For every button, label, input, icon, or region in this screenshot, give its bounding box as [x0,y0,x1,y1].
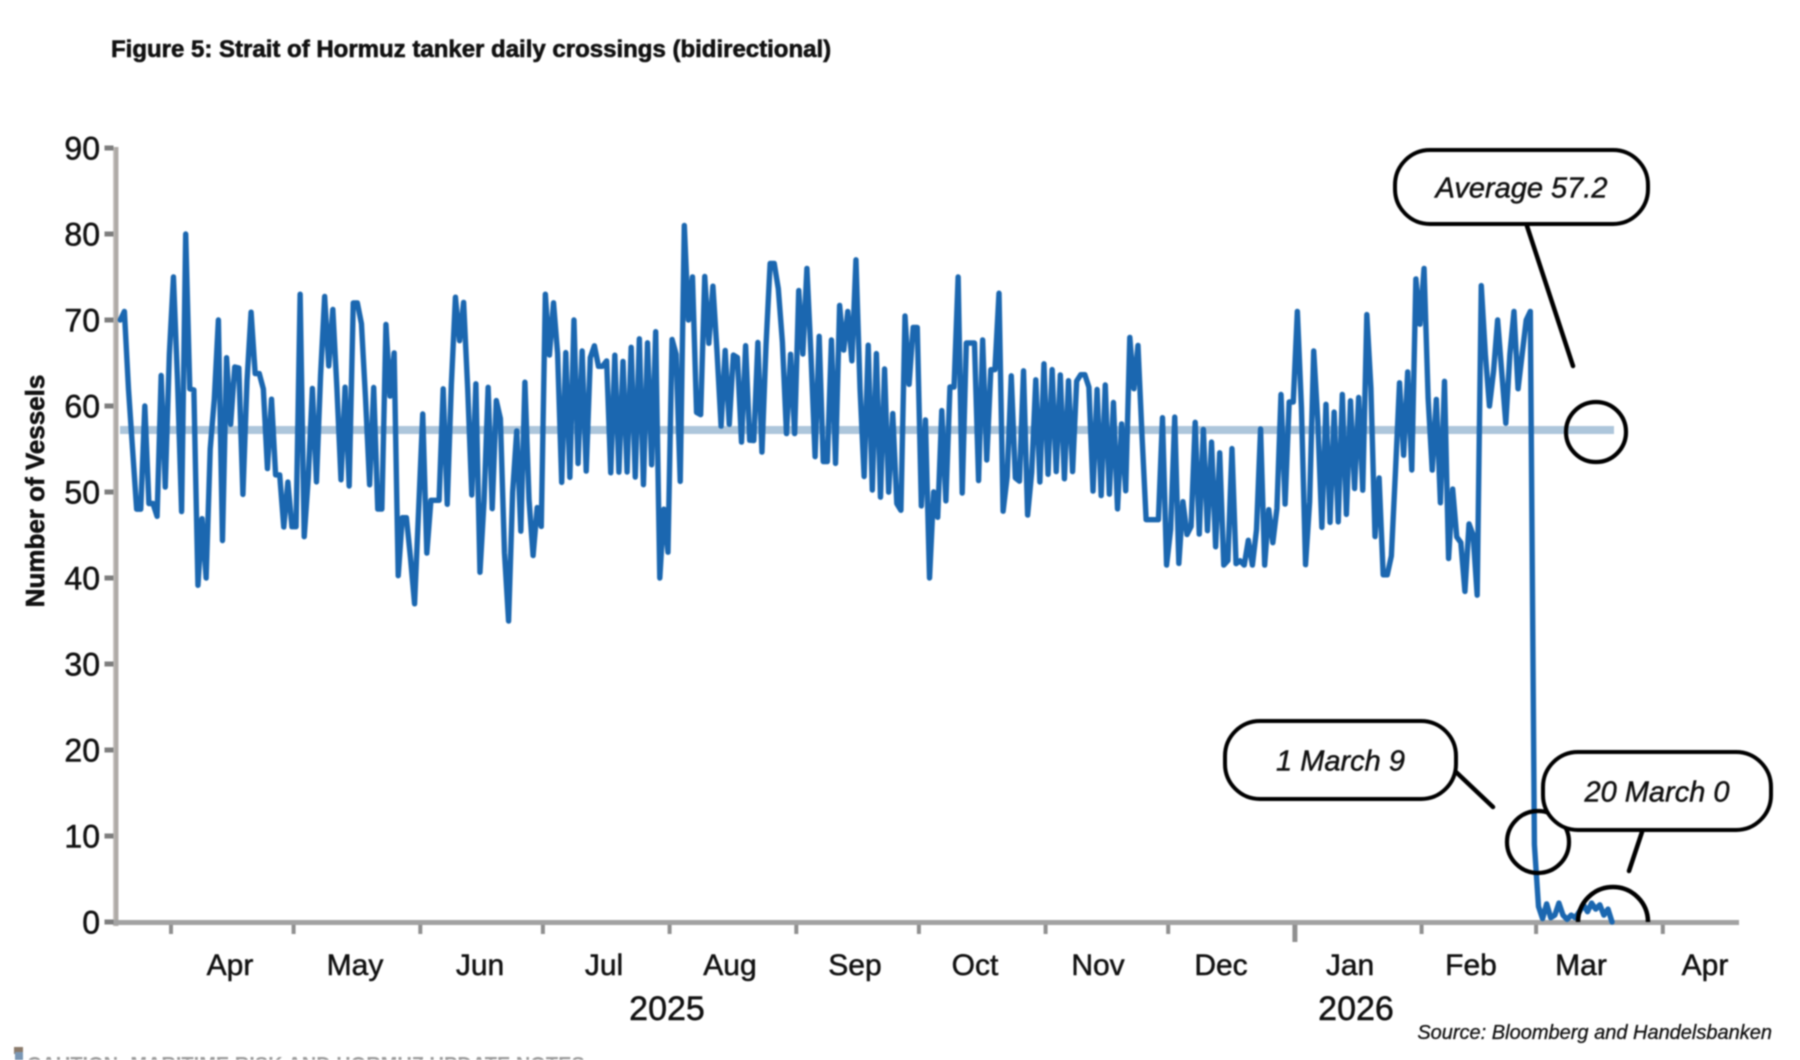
svg-text:Jul: Jul [585,949,623,982]
svg-text:2025: 2025 [629,990,705,1028]
svg-text:10: 10 [64,819,100,855]
svg-text:Oct: Oct [952,949,999,982]
svg-text:90: 90 [64,131,100,167]
svg-text:Average 57.2: Average 57.2 [1434,173,1608,205]
svg-text:2026: 2026 [1318,990,1394,1028]
svg-text:Mar: Mar [1555,949,1607,982]
svg-text:Figure 5: Strait of Hormuz tan: Figure 5: Strait of Hormuz tanker daily … [111,36,831,63]
svg-text:Dec: Dec [1194,949,1247,982]
svg-text:Apr: Apr [1682,949,1729,982]
svg-text:70: 70 [64,303,100,339]
svg-text:Source: Bloomberg and Handels: Source: Bloomberg and Handelsbanken [1417,1022,1772,1044]
svg-text:CAUTION: MARITIME RISK AND HOR: CAUTION: MARITIME RISK AND HORMUZ UPDATE… [27,1054,585,1060]
svg-text:Number of Vessels: Number of Vessels [20,375,50,608]
svg-text:Jun: Jun [456,949,504,982]
svg-text:Nov: Nov [1071,949,1124,982]
svg-text:Feb: Feb [1445,949,1497,982]
svg-text:80: 80 [64,217,100,253]
svg-text:30: 30 [64,647,100,683]
svg-text:50: 50 [64,475,100,511]
svg-text:May: May [327,949,384,982]
svg-text:1 March 9: 1 March 9 [1276,746,1405,778]
svg-text:Jan: Jan [1326,949,1374,982]
svg-text:60: 60 [64,389,100,425]
svg-text:40: 40 [64,561,100,597]
svg-text:0: 0 [82,905,100,941]
svg-text:Sep: Sep [828,949,881,982]
svg-text:Aug: Aug [703,949,756,982]
svg-text:Apr: Apr [207,949,254,982]
svg-text:20 March 0: 20 March 0 [1583,777,1729,809]
svg-text:20: 20 [64,733,100,769]
